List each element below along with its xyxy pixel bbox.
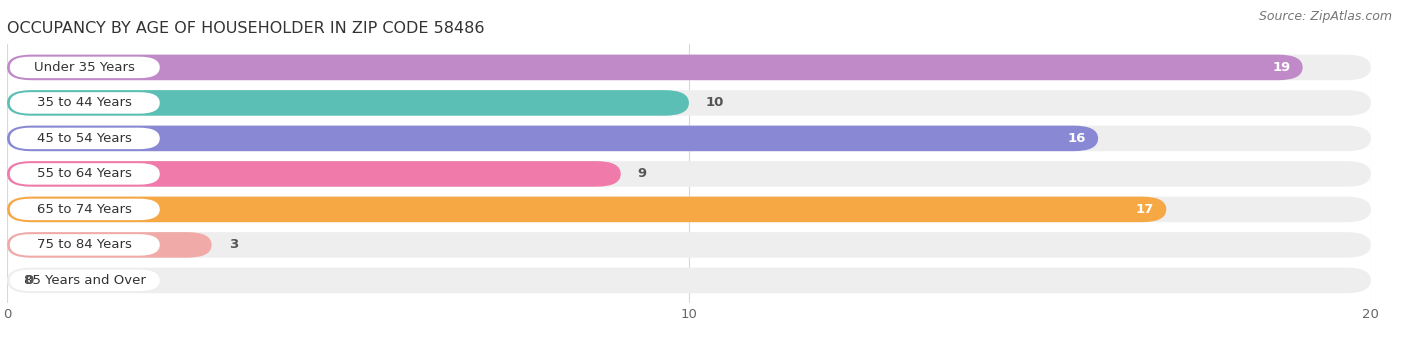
Text: 19: 19 <box>1272 61 1291 74</box>
Text: 16: 16 <box>1067 132 1085 145</box>
Text: 85 Years and Over: 85 Years and Over <box>24 274 146 287</box>
Text: 3: 3 <box>229 238 238 251</box>
FancyBboxPatch shape <box>7 268 1371 293</box>
FancyBboxPatch shape <box>7 197 1371 222</box>
FancyBboxPatch shape <box>7 232 212 258</box>
Text: Source: ZipAtlas.com: Source: ZipAtlas.com <box>1258 10 1392 23</box>
FancyBboxPatch shape <box>7 90 1371 116</box>
Text: 10: 10 <box>706 97 724 109</box>
FancyBboxPatch shape <box>10 270 160 291</box>
FancyBboxPatch shape <box>7 90 689 116</box>
Text: 0: 0 <box>24 274 34 287</box>
FancyBboxPatch shape <box>10 163 160 184</box>
Text: 45 to 54 Years: 45 to 54 Years <box>38 132 132 145</box>
Text: 55 to 64 Years: 55 to 64 Years <box>38 167 132 180</box>
FancyBboxPatch shape <box>7 55 1371 80</box>
Text: 75 to 84 Years: 75 to 84 Years <box>38 238 132 251</box>
Text: 35 to 44 Years: 35 to 44 Years <box>38 97 132 109</box>
FancyBboxPatch shape <box>10 92 160 114</box>
FancyBboxPatch shape <box>10 57 160 78</box>
FancyBboxPatch shape <box>7 161 621 187</box>
Text: 9: 9 <box>638 167 647 180</box>
FancyBboxPatch shape <box>10 128 160 149</box>
FancyBboxPatch shape <box>10 199 160 220</box>
FancyBboxPatch shape <box>10 234 160 256</box>
FancyBboxPatch shape <box>7 125 1371 151</box>
Text: 65 to 74 Years: 65 to 74 Years <box>38 203 132 216</box>
Text: OCCUPANCY BY AGE OF HOUSEHOLDER IN ZIP CODE 58486: OCCUPANCY BY AGE OF HOUSEHOLDER IN ZIP C… <box>7 21 485 36</box>
FancyBboxPatch shape <box>7 161 1371 187</box>
FancyBboxPatch shape <box>7 55 1303 80</box>
FancyBboxPatch shape <box>7 232 1371 258</box>
Text: Under 35 Years: Under 35 Years <box>34 61 135 74</box>
FancyBboxPatch shape <box>7 125 1098 151</box>
FancyBboxPatch shape <box>7 197 1167 222</box>
Text: 17: 17 <box>1136 203 1154 216</box>
